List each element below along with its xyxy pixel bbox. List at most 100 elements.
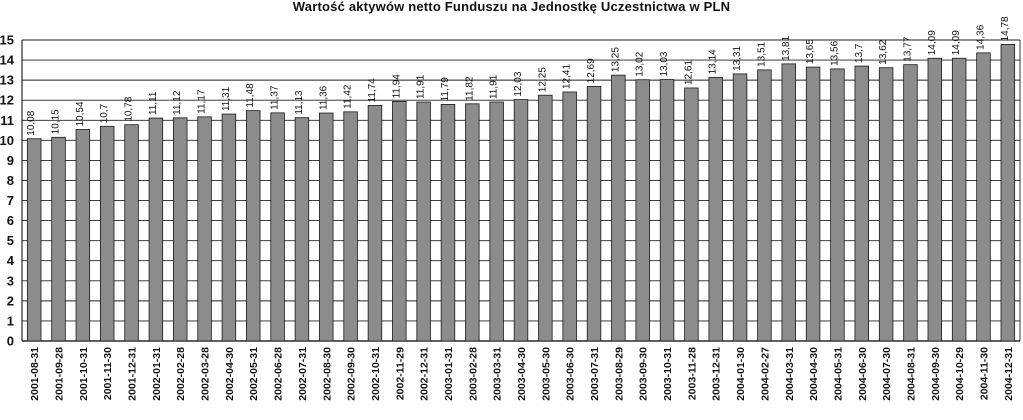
- x-tick-label: 2003-03-31: [492, 347, 504, 401]
- bar: [586, 85, 602, 342]
- data-label: 11,11: [148, 91, 159, 115]
- data-label: 11,82: [464, 76, 475, 101]
- bar: [319, 112, 334, 342]
- bar: [465, 103, 480, 342]
- data-label: 13,02: [635, 51, 646, 76]
- x-tick-label: 2003-07-31: [589, 347, 601, 401]
- y-tick-label: 2: [7, 293, 14, 308]
- data-label: 13,77: [902, 36, 913, 61]
- x-tick-label: 2004-07-30: [881, 347, 893, 401]
- x-tick-label: 2004-11-30: [978, 347, 990, 400]
- data-label: 11,13: [294, 90, 305, 115]
- x-tick-label: 2003-04-30: [516, 347, 528, 401]
- x-tick-label: 2003-08-29: [613, 347, 625, 401]
- data-label: 13,51: [756, 41, 767, 66]
- x-tick-label: 2004-08-31: [905, 347, 917, 401]
- x-tick-label: 2002-11-29: [394, 347, 406, 400]
- data-label: 11,42: [343, 84, 354, 109]
- y-tick-label: 6: [7, 213, 14, 228]
- x-tick-label: 2003-12-31: [711, 347, 723, 401]
- bar: [903, 64, 918, 342]
- x-tick-label: 2004-04-30: [808, 347, 820, 401]
- x-tick-label: 2004-03-31: [784, 347, 796, 401]
- y-tick-label: 15: [0, 33, 14, 48]
- y-tick-label: 9: [7, 153, 14, 168]
- data-label: 13,25: [610, 47, 621, 72]
- x-tick-label: 2003-05-30: [540, 347, 552, 401]
- x-tick-label: 2001-10-31: [78, 347, 90, 401]
- bar: [659, 79, 675, 342]
- data-label: 14,78: [1000, 16, 1011, 41]
- y-tick-label: 4: [7, 253, 15, 268]
- data-label: 12,69: [586, 58, 597, 83]
- x-tick-label: 2002-08-30: [321, 347, 333, 401]
- bar: [246, 110, 261, 342]
- data-label: 12,61: [683, 59, 694, 84]
- bar: [878, 67, 894, 342]
- bar: [99, 125, 115, 342]
- data-label: 13,81: [781, 35, 792, 60]
- x-tick-label: 2002-12-31: [419, 347, 431, 401]
- bar: [757, 69, 772, 342]
- data-label: 11,91: [416, 74, 427, 99]
- bar: [1000, 44, 1016, 342]
- data-label: 12,03: [513, 71, 524, 96]
- data-label: 11,74: [367, 78, 378, 103]
- y-tick-label: 1: [7, 313, 14, 328]
- data-label: 11,36: [318, 85, 329, 110]
- bar: [75, 129, 91, 342]
- y-tick-label: 13: [0, 73, 14, 88]
- bar: [148, 117, 164, 342]
- data-label: 14,09: [951, 30, 962, 55]
- x-tick-label: 2003-11-28: [686, 347, 698, 400]
- data-label: 10,15: [51, 109, 62, 134]
- x-tick-label: 2002-09-30: [346, 347, 358, 401]
- x-tick-label: 2004-01-30: [735, 347, 747, 401]
- y-tick-label: 12: [0, 93, 14, 108]
- bar: [440, 104, 456, 342]
- chart-title: Wartość aktywów netto Funduszu na Jednos…: [292, 0, 731, 14]
- data-label: 13,7: [854, 43, 865, 63]
- x-tick-label: 2004-09-30: [930, 347, 942, 401]
- data-label: 13,62: [878, 39, 889, 64]
- bar: [51, 136, 66, 342]
- y-tick-label: 7: [7, 193, 14, 208]
- x-tick-label: 2001-08-31: [29, 347, 41, 401]
- x-tick-label: 2004-06-30: [857, 347, 869, 401]
- x-tick-label: 2001-11-30: [102, 347, 114, 400]
- data-label: 13,56: [829, 40, 840, 65]
- data-label: 12,25: [537, 67, 548, 92]
- x-tick-label: 2003-02-28: [467, 347, 479, 401]
- x-tick-label: 2004-12-31: [1003, 347, 1015, 401]
- y-tick-label: 5: [7, 233, 14, 248]
- bar: [489, 101, 504, 342]
- x-tick-label: 2002-02-28: [175, 347, 187, 401]
- x-tick-label: 2002-10-31: [370, 347, 382, 401]
- y-tick-label: 3: [7, 273, 14, 288]
- x-tick-label: 2002-07-31: [297, 347, 309, 401]
- bar: [732, 73, 748, 342]
- bar: [854, 65, 869, 342]
- x-tick-label: 2002-04-30: [224, 347, 236, 401]
- data-label: 10,54: [75, 101, 86, 126]
- bar: [830, 68, 845, 342]
- bar: [951, 57, 967, 342]
- x-tick-label: 2002-05-31: [248, 347, 260, 401]
- x-tick-label: 2002-03-28: [200, 347, 212, 401]
- data-label: 14,36: [975, 24, 986, 49]
- data-label: 13,14: [708, 49, 719, 74]
- data-label: 11,94: [391, 74, 402, 99]
- data-label: 10,08: [26, 110, 37, 135]
- bar: [343, 111, 358, 342]
- bar: [708, 76, 723, 342]
- x-tick-label: 2003-06-30: [565, 347, 577, 401]
- x-tick-label: 2002-01-31: [151, 347, 163, 401]
- bar: [805, 66, 821, 342]
- bar: [221, 113, 237, 342]
- data-label: 13,31: [732, 45, 743, 70]
- y-tick-label: 0: [7, 334, 14, 349]
- bar: [513, 99, 529, 342]
- data-label: 13,65: [805, 39, 816, 64]
- y-tick-label: 14: [0, 53, 15, 68]
- bar: [781, 63, 796, 342]
